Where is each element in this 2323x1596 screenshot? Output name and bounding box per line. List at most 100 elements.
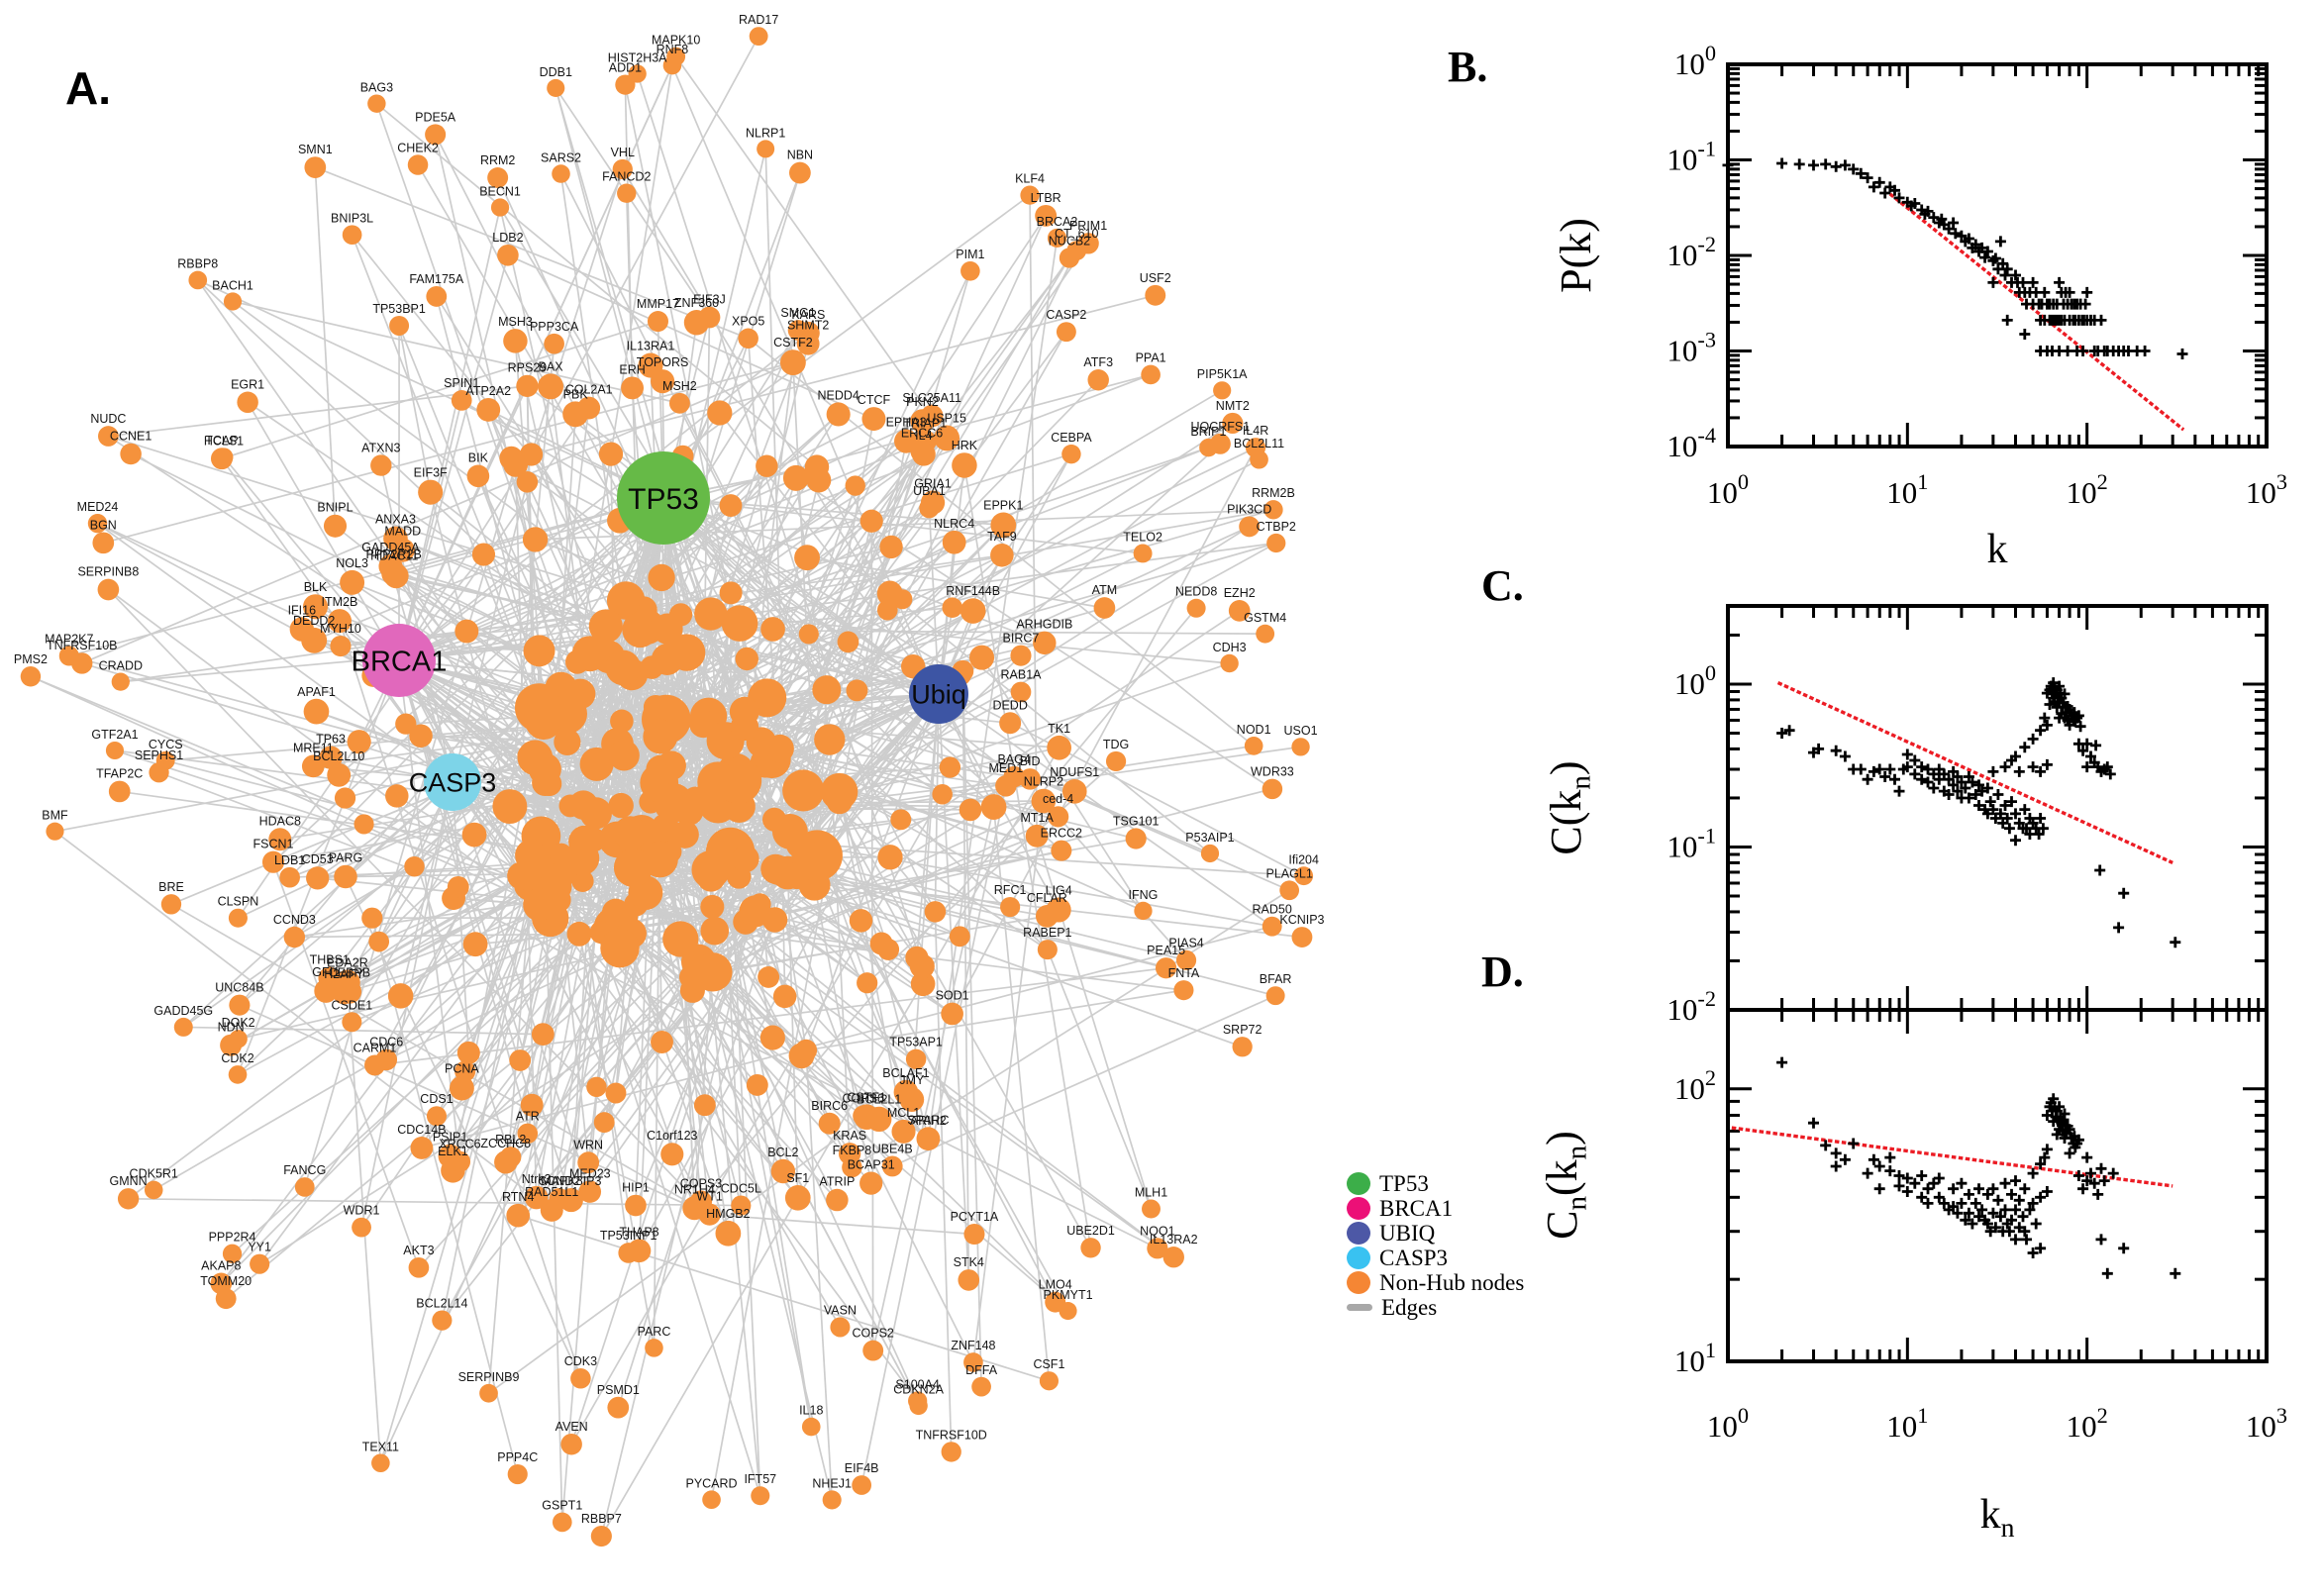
network-edge — [398, 325, 432, 493]
gene-label: C1orf123 — [647, 1129, 697, 1143]
network-edge — [662, 497, 1144, 554]
gene-label: PRIM1 — [1069, 219, 1107, 233]
gene-label: IL4R — [1243, 424, 1268, 438]
network-node — [522, 527, 549, 552]
network-node — [719, 494, 743, 517]
gene-label: MED1 — [989, 761, 1024, 775]
gene-label: IFT57 — [744, 1472, 776, 1486]
exponent: 0 — [1738, 1403, 1749, 1428]
gene-label: TSG101 — [1113, 814, 1160, 828]
gene-label: CTCF — [858, 393, 891, 407]
network-node — [795, 1039, 818, 1061]
plot-frame — [1726, 1008, 2269, 1363]
gene-label: CFLAR — [1027, 891, 1067, 905]
network-edge — [805, 1049, 834, 1500]
exponent: -2 — [1697, 232, 1716, 256]
gene-label: EZH2 — [1224, 586, 1256, 600]
gene-label: RBL2 — [495, 1133, 526, 1147]
network-node — [368, 931, 390, 952]
network-node — [611, 587, 640, 617]
gene-label: RAD17 — [739, 13, 778, 27]
hub-label-TP53: TP53 — [628, 483, 699, 516]
network-node — [418, 479, 444, 505]
gene-label: BNIPL — [317, 501, 353, 515]
exponent: -2 — [1697, 986, 1716, 1011]
gene-label: UQCRFS1 — [1190, 420, 1250, 434]
gene-label: BCL2L10 — [313, 749, 364, 763]
gene-label: TP53AP1 — [889, 1036, 943, 1049]
gene-label: PPA1 — [1136, 351, 1166, 365]
gene-label: NEDD8 — [1175, 585, 1217, 599]
network-node — [1047, 735, 1071, 760]
gene-label: SPARC — [907, 1113, 949, 1127]
network-edge — [197, 279, 664, 499]
gene-label: XPO5 — [732, 315, 764, 329]
gene-label: PARG — [329, 851, 363, 865]
gene-label: EPHA3 — [886, 416, 927, 430]
network-node — [173, 1017, 193, 1037]
gene-label: CSF1 — [1033, 1357, 1064, 1371]
plot-ticks — [1726, 62, 2269, 449]
network-node — [739, 895, 771, 928]
text-run: P(k) — [1552, 218, 1600, 293]
network-node — [407, 154, 429, 175]
gene-label: HDAC11 — [370, 549, 418, 562]
x-axis-title: k — [1987, 527, 2008, 572]
gene-label: CT_610 — [1055, 227, 1099, 241]
network-edge — [1047, 948, 1153, 1210]
network-node — [861, 407, 886, 432]
network-node — [761, 807, 787, 832]
gene-label: NOL3 — [336, 556, 368, 570]
network-node — [846, 679, 868, 702]
network-node — [668, 392, 690, 414]
gene-label: AKAP8 — [201, 1258, 241, 1272]
network-edge — [398, 453, 533, 661]
gene-label: CASP2 — [1046, 308, 1086, 322]
gene-label: MED24 — [77, 500, 119, 514]
network-node — [438, 1144, 462, 1168]
network-node — [105, 741, 125, 760]
network-node — [845, 475, 865, 496]
gene-label: HIST2H3A — [608, 50, 667, 64]
gene-label: ATRIP — [819, 1175, 855, 1189]
network-node — [1125, 828, 1147, 849]
gene-label: CCNE1 — [110, 430, 152, 444]
gene-label: RAD50 — [1253, 903, 1292, 917]
network-node — [1133, 544, 1153, 563]
network-node — [799, 841, 838, 879]
network-node — [969, 645, 995, 670]
network-node — [1105, 750, 1127, 772]
gene-label: PPP2R2B — [366, 548, 422, 561]
gene-label: CDC6 — [369, 1036, 403, 1049]
network-node — [879, 535, 903, 559]
network-edge — [851, 889, 1290, 1168]
network-node — [188, 270, 208, 290]
gene-label: ATM — [1092, 583, 1117, 597]
network-node — [46, 822, 64, 841]
gene-label: DDB1 — [540, 65, 572, 79]
mantissa: 10 — [1674, 1071, 1705, 1106]
network-node — [538, 373, 564, 400]
network-node — [370, 454, 392, 476]
network-edge — [345, 876, 582, 1379]
gene-label: NQO1 — [1140, 1224, 1174, 1238]
gene-label: CRADD — [99, 658, 143, 672]
network-node — [668, 603, 693, 627]
network-edge — [398, 207, 501, 661]
gene-label: LDB1 — [274, 853, 305, 867]
gene-label: UNC84B — [215, 981, 263, 995]
network-edge — [398, 659, 572, 1201]
network-edge — [398, 659, 1069, 1312]
tick-label: 101 — [1674, 1338, 1716, 1378]
gene-label: ITM2B — [322, 595, 358, 609]
gene-label: BACH1 — [212, 278, 253, 292]
network-node — [210, 448, 233, 470]
network-node — [509, 1049, 532, 1071]
exponent: 1 — [1917, 1403, 1928, 1428]
gene-label: COPS3 — [680, 1176, 722, 1190]
tick-label: 102 — [1674, 1065, 1716, 1106]
network-node — [361, 907, 383, 929]
network-node — [990, 512, 1017, 539]
network-node — [222, 1244, 243, 1263]
